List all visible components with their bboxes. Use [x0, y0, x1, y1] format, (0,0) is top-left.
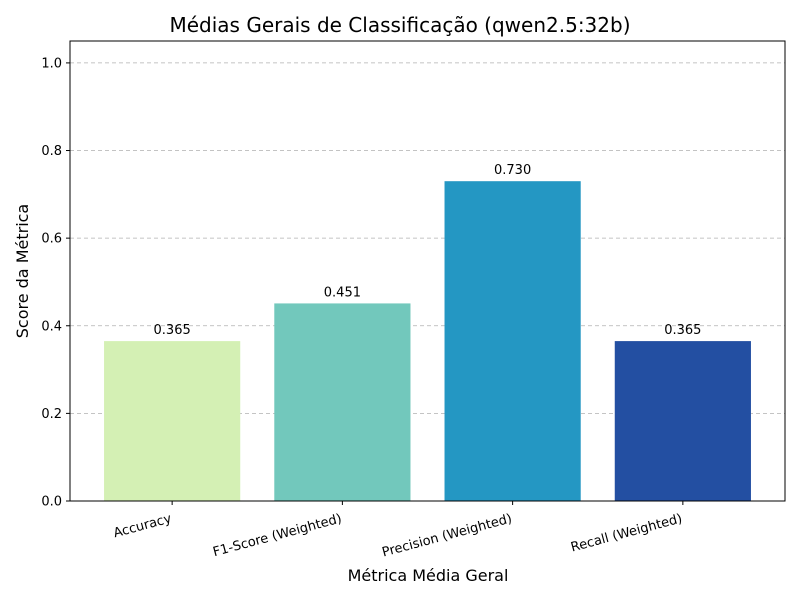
bar	[274, 303, 411, 501]
x-tick-label: F1-Score (Weighted)	[211, 511, 343, 560]
plot-area-frame	[69, 40, 786, 502]
x-tick-label: Precision (Weighted)	[381, 511, 514, 560]
bar	[444, 181, 581, 501]
bar	[614, 341, 751, 501]
y-tick-label: 0.0	[41, 495, 62, 510]
y-tick-label: 0.4	[41, 319, 62, 334]
x-axis-label: Métrica Média Geral	[348, 566, 509, 585]
bar-value-labels: 0.365 0.451 0.730 0.365	[154, 163, 702, 338]
y-tick-label: 0.6	[41, 232, 62, 247]
x-tick-label: Recall (Weighted)	[569, 511, 684, 555]
y-axis-ticks: 0.0 0.2 0.4 0.6 0.8 1.0	[41, 56, 70, 510]
bar-value-label: 0.365	[664, 323, 701, 338]
chart-title: Médias Gerais de Classificação (qwen2.5:…	[169, 13, 630, 37]
y-tick-label: 0.2	[41, 407, 62, 422]
bar-value-label: 0.451	[324, 285, 361, 300]
x-tick-label: Accuracy	[112, 511, 174, 541]
bar	[104, 341, 241, 501]
y-axis-label: Score da Métrica	[13, 204, 32, 339]
bar-value-label: 0.365	[154, 323, 191, 338]
y-tick-label: 1.0	[41, 56, 62, 71]
bars	[104, 181, 751, 501]
y-tick-label: 0.8	[41, 144, 62, 159]
x-axis-ticks: Accuracy F1-Score (Weighted) Precision (We…	[112, 501, 684, 561]
bar-value-label: 0.730	[494, 163, 531, 178]
